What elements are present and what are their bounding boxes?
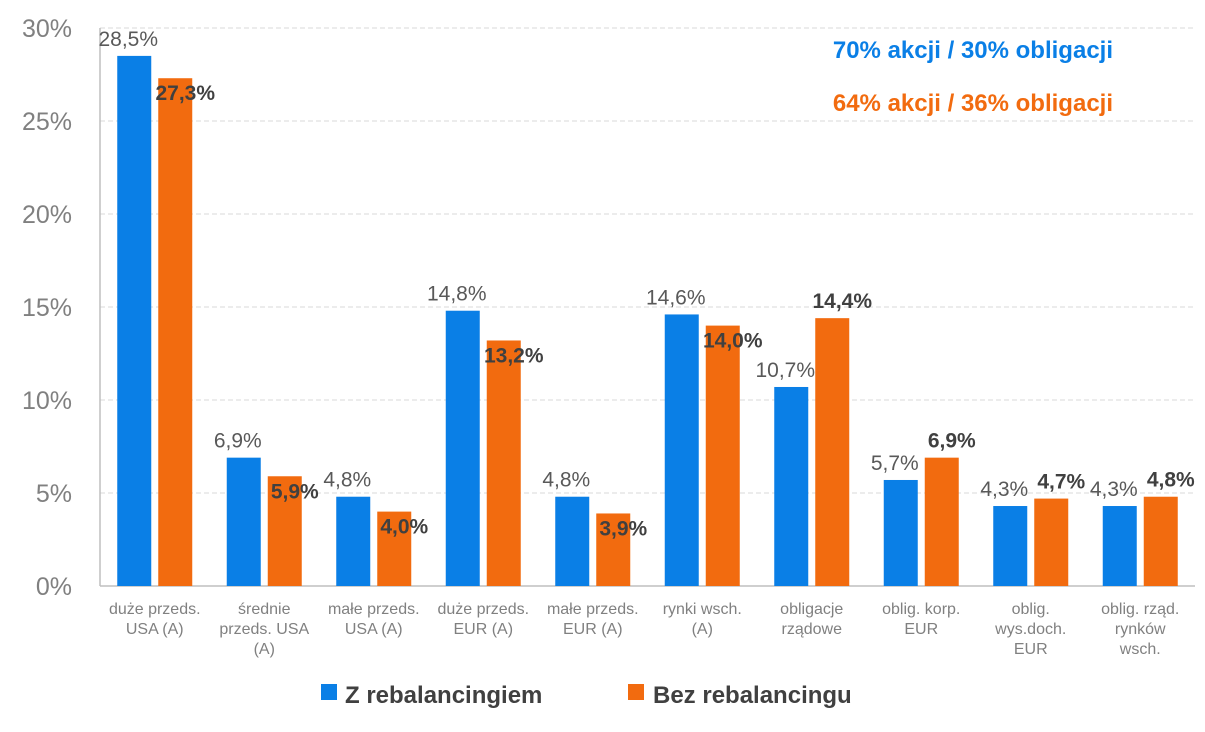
bar-z-rebalancingiem: [555, 496, 590, 586]
category-label-line: USA (A): [345, 621, 403, 638]
category-label: duże przeds. EUR (A): [437, 601, 529, 638]
category-label-line: duże przeds.: [437, 601, 529, 618]
data-label: 4,8%: [323, 469, 371, 492]
series-a-annotation: 70% akcji / 30% obligacji: [833, 37, 1113, 64]
category-label-line: rządowe: [782, 621, 843, 638]
data-label: 14,8%: [427, 283, 487, 306]
y-axis-ticks: 0% 5% 10% 15% 20% 25% 30%: [22, 15, 72, 601]
category-label: duże przeds. USA (A): [109, 601, 201, 638]
bar-bez-rebalancingu: [1143, 496, 1178, 586]
bar-bez-rebalancingu: [924, 457, 959, 586]
data-label: 5,9%: [271, 480, 319, 503]
legend-swatch-z-rebalancingiem: [321, 684, 337, 700]
category-label-line: rynków: [1115, 621, 1166, 638]
data-label: 27,3%: [155, 82, 215, 105]
category-label-line: małe przeds.: [547, 601, 639, 618]
data-label: 28,5%: [98, 28, 158, 51]
data-label: 14,4%: [812, 290, 872, 313]
bar-z-rebalancingiem: [883, 479, 918, 586]
legend-label-z-rebalancingiem: Z rebalancingiem: [345, 682, 542, 709]
category-label-line: oblig. rząd.: [1101, 601, 1179, 618]
category-label: oblig. wys.doch. EUR: [994, 601, 1066, 658]
bar-bez-rebalancingu: [815, 318, 850, 586]
category-label: średnie przeds. USA (A): [219, 601, 309, 658]
data-label: 6,9%: [928, 430, 976, 453]
data-label: 4,3%: [1090, 478, 1138, 501]
y-tick-label: 20%: [22, 201, 72, 229]
category-label-line: przeds. USA: [219, 621, 309, 638]
category-label: oblig. korp. EUR: [882, 601, 960, 638]
category-label-line: wys.doch.: [994, 621, 1066, 638]
category-label-line: EUR: [904, 621, 938, 638]
category-label-line: EUR: [1014, 641, 1048, 658]
data-label: 4,8%: [1147, 469, 1195, 492]
legend: Z rebalancingiem Bez rebalancingu: [321, 682, 852, 709]
data-label: 4,0%: [380, 516, 428, 539]
data-labels: 28,5%27,3%6,9%5,9%4,8%4,0%14,8%13,2%4,8%…: [98, 28, 1195, 541]
category-label-line: rynki wsch.: [663, 601, 742, 618]
bar-bez-rebalancingu: [486, 340, 521, 586]
data-label: 4,8%: [542, 469, 590, 492]
bar-z-rebalancingiem: [774, 386, 809, 586]
category-label: małe przeds. USA (A): [328, 601, 420, 638]
bar-z-rebalancingiem: [993, 506, 1028, 586]
bar-bez-rebalancingu: [705, 325, 740, 586]
category-label-line: oblig.: [1012, 601, 1050, 618]
category-label-line: USA (A): [126, 621, 184, 638]
bar-z-rebalancingiem: [1102, 506, 1137, 586]
bar-z-rebalancingiem: [664, 314, 699, 586]
category-label-line: (A): [692, 621, 713, 638]
data-label: 4,7%: [1037, 471, 1085, 494]
category-label-line: (A): [254, 641, 275, 658]
y-tick-label: 25%: [22, 108, 72, 136]
data-label: 14,6%: [646, 286, 706, 309]
bar-bez-rebalancingu: [158, 78, 193, 586]
legend-label-bez-rebalancingu: Bez rebalancingu: [653, 682, 852, 709]
category-label-line: wsch.: [1119, 641, 1161, 658]
category-label-line: duże przeds.: [109, 601, 201, 618]
bar-z-rebalancingiem: [336, 496, 371, 586]
category-label-line: obligacje: [780, 601, 843, 618]
category-label-line: EUR (A): [453, 621, 513, 638]
category-label: obligacje rządowe: [780, 601, 843, 638]
category-label: małe przeds. EUR (A): [547, 601, 639, 638]
data-label: 10,7%: [755, 359, 815, 382]
bar-bez-rebalancingu: [596, 513, 631, 586]
data-label: 13,2%: [484, 344, 544, 367]
bar-z-rebalancingiem: [226, 457, 261, 586]
y-tick-label: 15%: [22, 294, 72, 322]
bar-z-rebalancingiem: [445, 310, 480, 586]
bars: [117, 55, 1178, 586]
legend-swatch-bez-rebalancingu: [628, 684, 644, 700]
category-label-line: małe przeds.: [328, 601, 420, 618]
bar-bez-rebalancingu: [267, 476, 302, 586]
x-axis-categories: duże przeds. USA (A) średnie przeds. USA (A)…: [109, 601, 1179, 658]
data-label: 14,0%: [703, 330, 763, 353]
data-label: 3,9%: [599, 517, 647, 540]
y-tick-label: 5%: [36, 480, 72, 508]
series-b-annotation: 64% akcji / 36% obligacji: [833, 90, 1113, 117]
bar-z-rebalancingiem: [117, 55, 152, 586]
bar-bez-rebalancingu: [1034, 498, 1069, 586]
data-label: 5,7%: [871, 452, 919, 475]
category-label: rynki wsch. (A): [663, 601, 742, 638]
category-label-line: średnie: [238, 601, 291, 618]
bar-bez-rebalancingu: [377, 511, 412, 586]
category-label-line: EUR (A): [563, 621, 623, 638]
y-tick-label: 30%: [22, 15, 72, 43]
category-label-line: oblig. korp.: [882, 601, 960, 618]
data-label: 6,9%: [214, 430, 262, 453]
data-label: 4,3%: [980, 478, 1028, 501]
y-tick-label: 0%: [36, 573, 72, 601]
category-label: oblig. rząd. rynków wsch.: [1101, 601, 1179, 658]
y-tick-label: 10%: [22, 387, 72, 415]
